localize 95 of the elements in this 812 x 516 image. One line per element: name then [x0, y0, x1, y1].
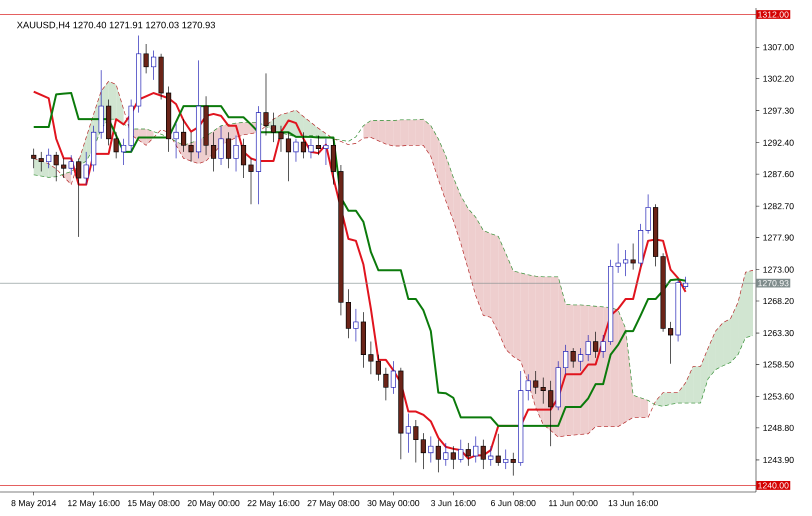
candlestick — [263, 73, 269, 136]
candlestick — [84, 152, 89, 185]
x-tick-label: 13 Jun 16:00 — [608, 500, 658, 506]
x-tick-label: 22 May 16:00 — [248, 500, 300, 508]
candlestick — [144, 44, 149, 74]
candlestick — [420, 432, 426, 470]
x-tick-label: 15 May 08:00 — [128, 500, 180, 508]
candlestick — [46, 148, 52, 169]
candlestick — [76, 158, 82, 238]
candlestick — [248, 158, 254, 205]
y-tick-label: 1243.90 — [763, 456, 794, 464]
candlestick — [218, 125, 224, 166]
y-tick-label: 1253.60 — [763, 393, 794, 400]
candlestick — [458, 439, 464, 463]
candlestick — [300, 132, 306, 159]
candlestick — [368, 341, 374, 375]
ref-line-label: 1312.00 — [758, 11, 789, 18]
y-tick-label: 1248.80 — [763, 424, 794, 431]
candlestick — [473, 436, 478, 463]
candlestick — [600, 334, 606, 358]
candlestick — [390, 360, 396, 394]
x-tick-label: 6 Jun 08:00 — [491, 500, 536, 506]
y-tick-label: 1263.30 — [763, 330, 794, 336]
candlestick — [54, 152, 59, 182]
candlestick — [428, 436, 434, 463]
x-tick-label: 27 May 08:00 — [308, 500, 360, 508]
candlestick — [240, 138, 246, 178]
y-tick-label: 1282.70 — [763, 203, 794, 210]
candlestick — [570, 348, 576, 368]
candlestick — [496, 433, 501, 466]
text: XAUUSD,H4 1270.40 1271.91 1270.03 1270.93 — [16, 22, 216, 30]
y-tick-label: 1292.40 — [763, 140, 794, 146]
candlestick — [503, 449, 508, 470]
ref-line-label: 1240.00 — [758, 482, 789, 489]
x-tick-label: 30 May 00:00 — [367, 500, 420, 508]
candlestick — [114, 132, 119, 159]
x-tick-label: 20 May 00:00 — [188, 500, 240, 508]
candlestick — [308, 138, 314, 159]
candlestick — [563, 344, 568, 375]
candlestick — [233, 135, 239, 172]
candlestick — [210, 132, 216, 172]
y-tick-label: 1297.30 — [763, 108, 794, 114]
candlestick — [540, 377, 546, 404]
x-tick-label: 8 May 2014 — [11, 500, 56, 508]
candlestick — [180, 118, 186, 152]
y-tick-label: 1273.00 — [763, 266, 794, 273]
y-tick-label: 1268.20 — [763, 298, 794, 304]
candlestick — [450, 446, 456, 470]
x-tick-label: 3 Jun 16:00 — [430, 500, 476, 506]
candlestick — [586, 334, 591, 362]
candlestick — [278, 125, 284, 152]
candlestick — [480, 439, 486, 470]
y-tick-label: 1277.90 — [763, 234, 794, 241]
candlestick — [436, 439, 441, 473]
candlestick — [226, 132, 232, 169]
candlestick — [466, 442, 471, 466]
candlestick — [682, 276, 688, 290]
candlestick — [593, 331, 598, 358]
candlestick — [151, 50, 156, 80]
candlestick — [286, 132, 292, 182]
candlestick — [616, 243, 621, 274]
candlestick — [31, 148, 36, 169]
candlestick — [293, 138, 299, 162]
candlestick — [376, 354, 381, 382]
candlestick — [548, 380, 554, 447]
candlestick — [406, 413, 411, 454]
candlestick — [353, 308, 358, 342]
candlestick — [68, 154, 74, 176]
y-tick-label: 1287.60 — [763, 171, 794, 178]
y-tick-label: 1302.20 — [763, 76, 794, 82]
candlestick — [623, 250, 628, 276]
x-tick-label: 11 Jun 00:00 — [549, 500, 598, 506]
candlestick — [121, 138, 126, 166]
ref-line-label: 1270.93 — [758, 280, 789, 286]
candlestick — [383, 367, 388, 401]
candlestick — [270, 112, 276, 142]
candlestick — [38, 152, 44, 172]
candlestick — [174, 122, 179, 159]
y-tick-label: 1258.50 — [763, 361, 794, 368]
candlestick — [61, 158, 66, 178]
y-tick-label: 1307.00 — [763, 44, 794, 50]
candlestick — [443, 442, 448, 466]
candlestick — [578, 348, 584, 372]
candlestick — [668, 322, 674, 364]
candlestick — [630, 243, 636, 270]
candlestick — [316, 135, 322, 156]
candlestick — [413, 420, 418, 463]
candlestick — [526, 374, 531, 401]
x-tick-label: 12 May 16:00 — [68, 500, 120, 508]
candlestick — [533, 370, 538, 394]
candlestick — [488, 446, 494, 466]
candlestick — [188, 132, 194, 162]
candlestick — [510, 452, 516, 476]
candlestick — [323, 138, 329, 166]
candlestick — [646, 194, 651, 234]
